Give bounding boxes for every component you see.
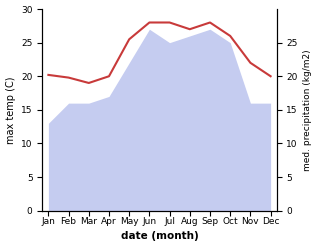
X-axis label: date (month): date (month) (121, 231, 198, 242)
Y-axis label: med. precipitation (kg/m2): med. precipitation (kg/m2) (303, 49, 313, 171)
Y-axis label: max temp (C): max temp (C) (5, 76, 16, 144)
